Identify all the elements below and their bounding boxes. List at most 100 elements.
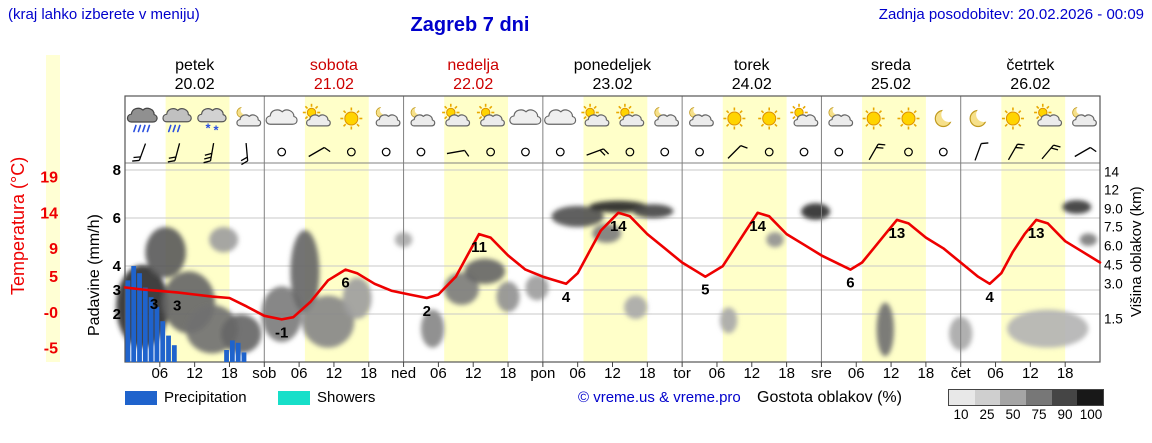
cloud-height-tick-label: 7.5	[1104, 220, 1123, 235]
weather-icon-sun-cloud	[616, 103, 645, 127]
day-name: sreda	[871, 57, 912, 74]
time-axis-label: 06	[987, 365, 1004, 382]
wind-calm-icon	[486, 147, 496, 157]
day-name: ponedeljek	[573, 57, 652, 74]
svg-text:*: *	[206, 121, 212, 136]
precipitation-tick-labels: 8 6 4 3 2	[113, 162, 122, 323]
wind-calm-icon	[904, 147, 913, 157]
density-scale-cell	[974, 390, 1001, 405]
weather-icon-moon-cloud	[654, 107, 680, 127]
last-update-note: Zadnja posodobitev: 20.02.2026 - 00:09	[878, 6, 1144, 23]
wind-barb-icon	[240, 142, 249, 166]
weather-icon-rain	[162, 108, 192, 133]
weather-icon-sun-cloud	[1034, 103, 1063, 127]
wind-barb-icon	[586, 148, 610, 156]
precipitation-tick-label: 4	[113, 258, 122, 275]
time-axis-label: 06	[848, 365, 865, 382]
cloud-blob	[592, 224, 622, 243]
wind-barb-icon	[974, 142, 989, 161]
day-name: četrtek	[1006, 57, 1055, 74]
temperature-tick-label: 14	[40, 205, 58, 222]
temperature-tick-label: 19	[40, 170, 58, 187]
cloud-height-tick-label: 3.0	[1104, 277, 1123, 292]
time-axis-label: 18	[639, 365, 656, 382]
cloud-blob	[1007, 309, 1089, 348]
cloud-blob	[290, 230, 320, 314]
copyright-link[interactable]: © vreme.us & vreme.pro	[578, 389, 741, 406]
weather-icon-moon-cloud	[375, 107, 401, 127]
cloud-blob	[876, 302, 894, 357]
precipitation-tick-label: 6	[113, 210, 121, 227]
temperature-tick-labels: 19 14 9 5 -0 -5	[40, 170, 58, 358]
precip-bar	[137, 273, 142, 362]
wind-calm-icon	[346, 147, 356, 157]
density-scale-tick: 75	[1031, 407, 1047, 422]
time-axis-label: 06	[430, 365, 447, 382]
wind-barb-icon	[1041, 144, 1061, 160]
cloud-height-tick-label: 4.5	[1104, 258, 1123, 273]
cloud-blob	[464, 258, 506, 285]
temperature-tick-label: -0	[44, 305, 58, 322]
wind-calm-icon	[764, 147, 774, 157]
temperature-axis-title: Temperatura (°C)	[8, 156, 28, 295]
weather-icon-moon-cloud	[410, 107, 436, 127]
weather-icon-moon	[969, 109, 987, 128]
density-scale-cell	[1000, 390, 1027, 405]
time-axis-label: 18	[778, 365, 795, 382]
day-header-4: ponedeljek 23.02	[543, 56, 682, 94]
weather-icon-moon-cloud	[689, 107, 714, 127]
time-axis-label: 12	[326, 365, 343, 382]
temperature-tick-label: -5	[44, 340, 58, 357]
svg-text:*: *	[214, 123, 220, 138]
showers-legend-swatch	[278, 391, 310, 405]
cloud-height-tick-label: 12	[1104, 183, 1119, 198]
time-axis-label: 18	[1057, 365, 1074, 382]
weather-icon-sun	[897, 107, 920, 130]
cloud-height-tick-label: 6.0	[1104, 239, 1123, 254]
weather-icon-sun-cloud	[442, 103, 471, 127]
wind-calm-icon	[625, 147, 635, 157]
wind-barb-icon	[1007, 143, 1025, 161]
showers-legend-label: Showers	[317, 389, 376, 406]
density-scale-tick: 90	[1057, 407, 1073, 422]
cloud-blob	[525, 275, 549, 301]
density-scale-tick: 100	[1079, 407, 1103, 422]
weather-icon-row: * *	[126, 103, 1097, 138]
weather-icon-moon-cloud	[828, 107, 854, 127]
cloud-height-tick-label: 14	[1104, 165, 1120, 180]
wind-barb-icon	[868, 143, 886, 161]
weather-icon-sun	[1001, 107, 1024, 130]
weather-icon-sun	[340, 107, 363, 130]
time-axis-label: 18	[918, 365, 935, 382]
page-title: Zagreb 7 dni	[410, 14, 530, 36]
wind-barb-icon	[203, 143, 215, 164]
day-name: petek	[175, 57, 215, 74]
wind-calm-icon	[660, 147, 670, 157]
cloud-blob	[624, 295, 648, 320]
temperature-point-label: 4	[986, 289, 995, 306]
cloud-blob	[342, 277, 372, 320]
cloud-blob	[209, 227, 239, 253]
precip-bar	[131, 266, 137, 362]
day-name: sobota	[309, 57, 358, 74]
cloud-blob	[801, 203, 831, 220]
time-axis-label: 18	[500, 365, 517, 382]
day-date: 26.02	[1010, 76, 1051, 93]
weather-icon-cloud	[265, 109, 298, 125]
cloud-blob	[145, 227, 186, 278]
density-scale-cell	[1026, 390, 1052, 405]
weather-icon-sun	[862, 107, 885, 130]
density-scale-tick: 25	[979, 407, 995, 422]
cloud-density-legend-label: Gostota oblakov (%)	[757, 389, 902, 406]
precip-bar	[235, 342, 241, 362]
weather-icon-sun-cloud	[302, 103, 331, 127]
day-header-6: sreda 25.02	[821, 56, 960, 94]
weather-icon-snow: * *	[197, 108, 227, 138]
temperature-point-label: 14	[749, 218, 766, 235]
time-axis-label: pon	[530, 365, 555, 382]
precipitation-tick-label: 3	[113, 282, 121, 299]
day-header-5: torek 24.02	[682, 56, 821, 94]
